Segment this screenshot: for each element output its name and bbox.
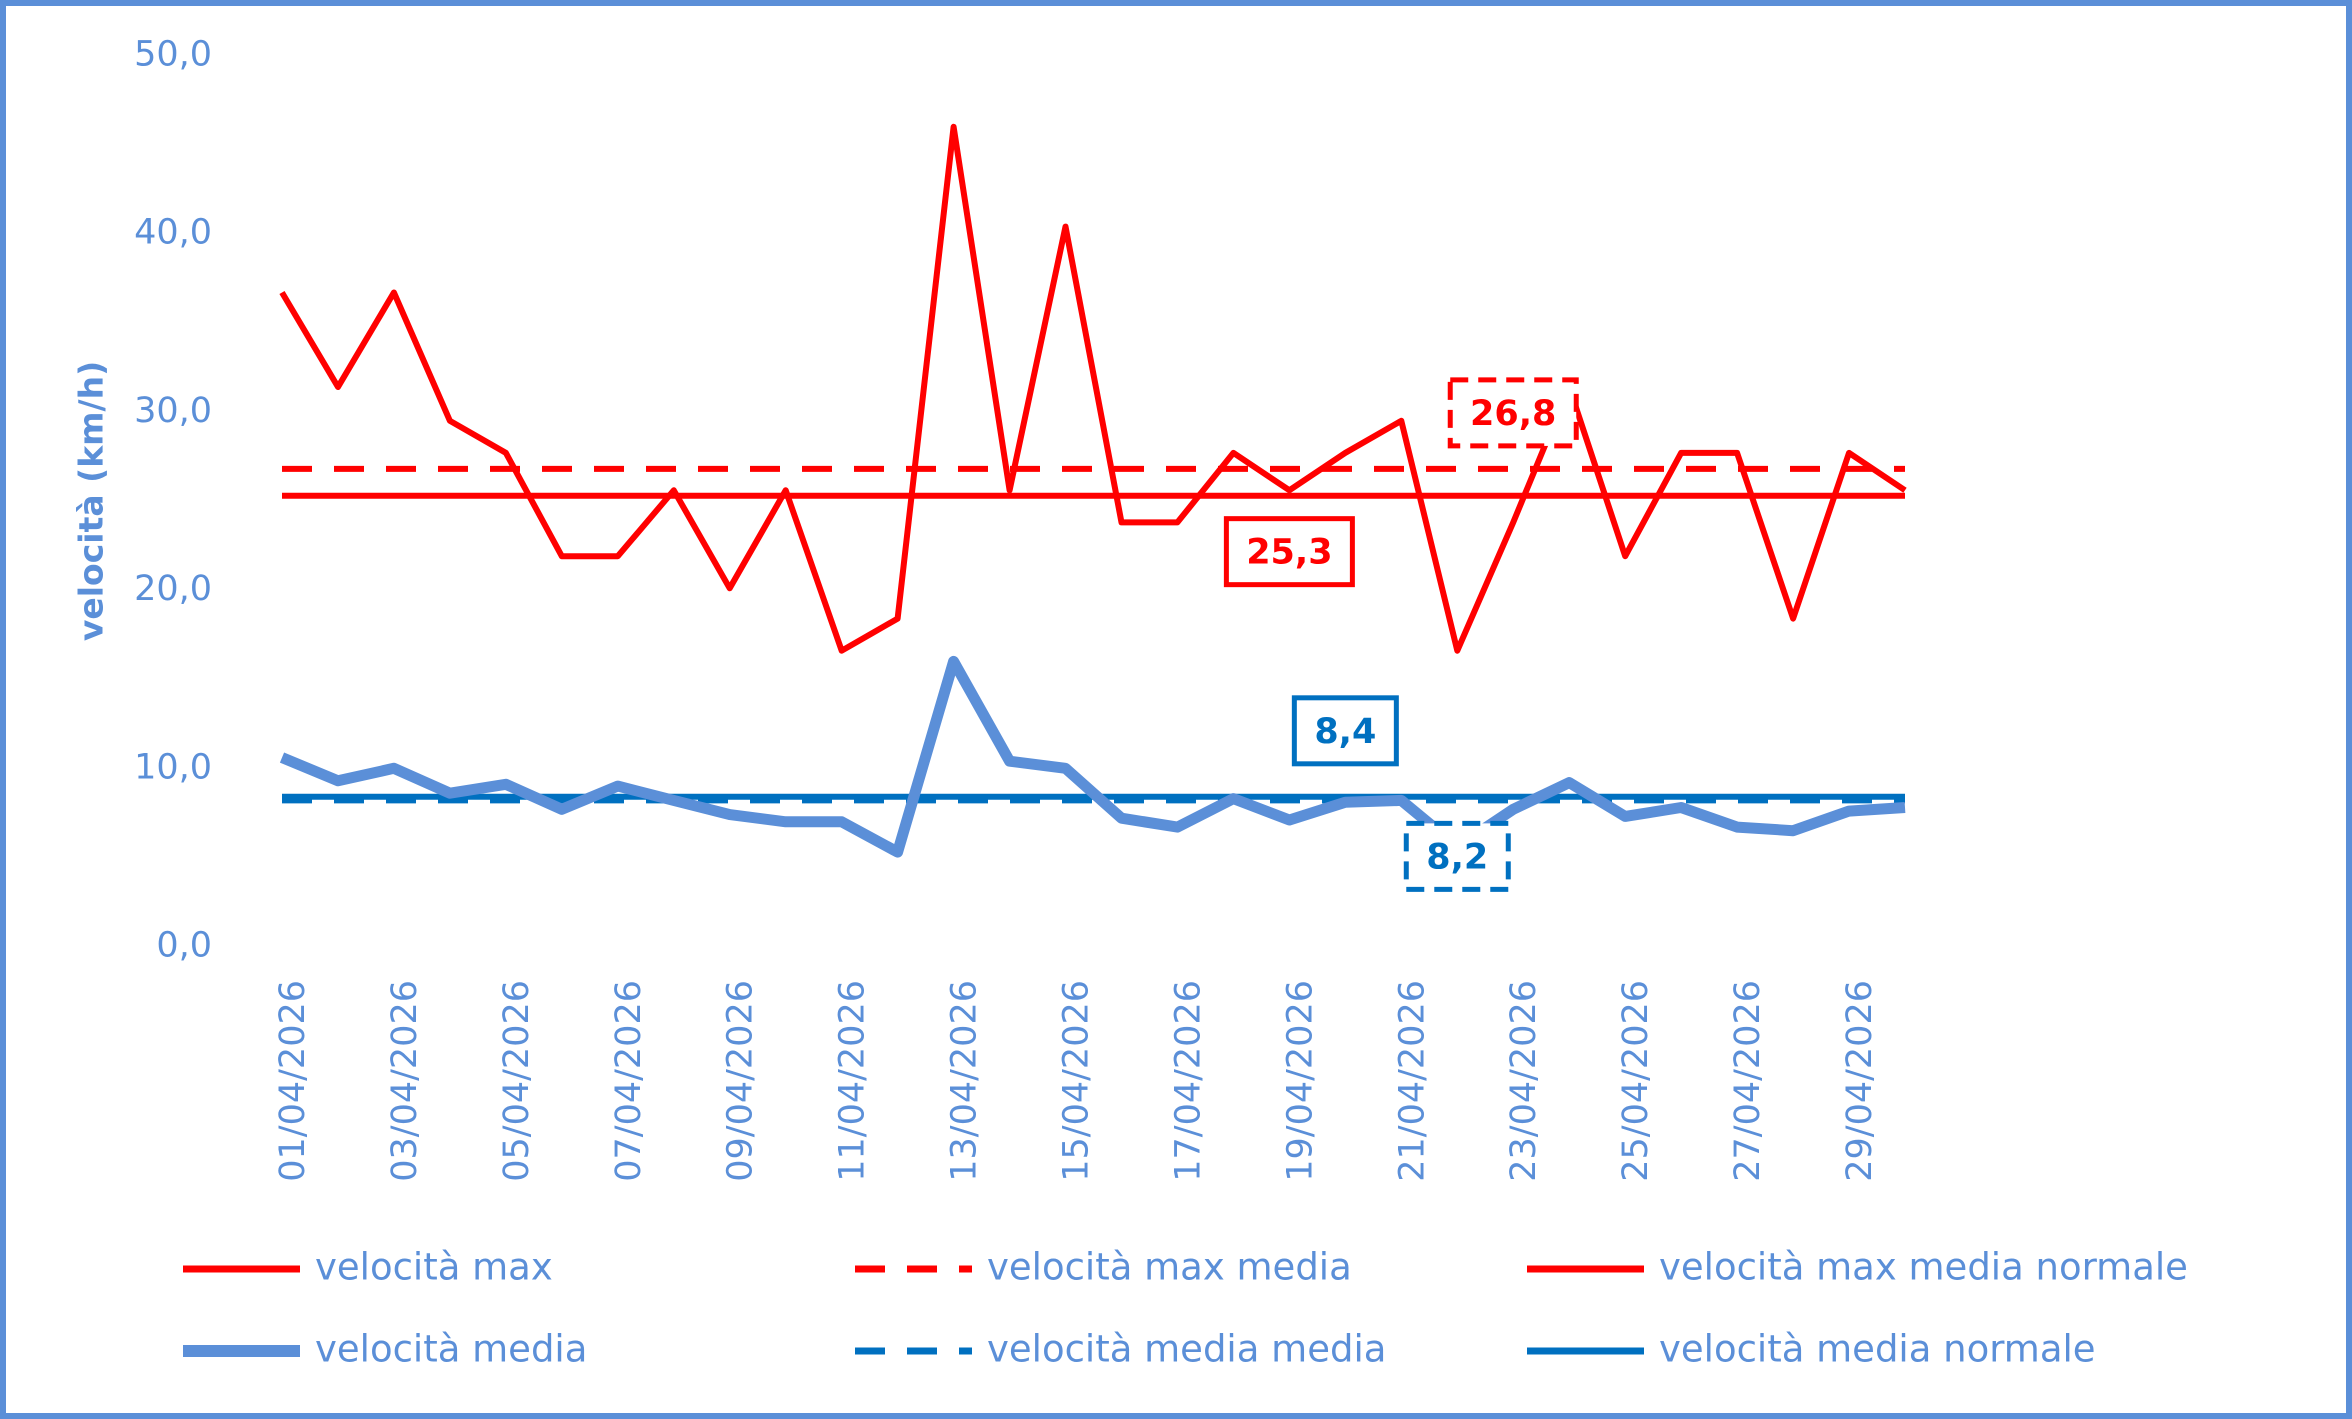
x-tick-label: 19/04/2026 [1280,980,1320,1182]
x-tick-label: 25/04/2026 [1616,980,1656,1182]
legend-label: velocità media normale [1659,1328,2096,1371]
value-label: 8,2 [1426,837,1488,877]
legend-label: velocità media [315,1328,587,1371]
x-tick-label: 29/04/2026 [1840,980,1880,1182]
value-label: 26,8 [1470,394,1556,434]
x-tick-label: 05/04/2026 [497,980,537,1182]
legend-label: velocità max media normale [1659,1246,2188,1289]
value-label: 8,4 [1314,712,1376,752]
x-tick-label: 07/04/2026 [609,980,649,1182]
x-tick-label: 17/04/2026 [1168,980,1208,1182]
x-tick-label: 11/04/2026 [833,980,873,1182]
value-label-box [1403,820,1511,892]
y-tick-label: 0,0 [156,926,212,966]
y-axis-title: velocità (km/h) [72,361,111,641]
legend-label: velocità media media [987,1328,1386,1371]
x-tick-label: 09/04/2026 [721,980,761,1182]
y-tick-label: 20,0 [134,569,212,609]
series-line [279,655,1906,858]
y-tick-label: 10,0 [134,747,212,787]
value-label: 25,3 [1246,533,1332,573]
series-line [279,123,1907,654]
x-tick-label: 13/04/2026 [945,980,985,1182]
y-tick-label: 50,0 [134,35,212,75]
value-label-box [1223,516,1355,588]
x-tick-label: 03/04/2026 [385,980,425,1182]
x-tick-label: 15/04/2026 [1057,980,1097,1182]
legend-label: velocità max [315,1246,553,1289]
y-tick-label: 40,0 [134,213,212,253]
x-tick-label: 27/04/2026 [1728,980,1768,1182]
y-tick-label: 30,0 [134,391,212,431]
legend-label: velocità max media [987,1246,1352,1289]
x-tick-label: 23/04/2026 [1504,980,1544,1182]
x-tick-label: 21/04/2026 [1392,980,1432,1182]
value-label-box [1291,695,1399,767]
value-label-box [1447,377,1579,449]
x-tick-label: 01/04/2026 [273,980,313,1182]
